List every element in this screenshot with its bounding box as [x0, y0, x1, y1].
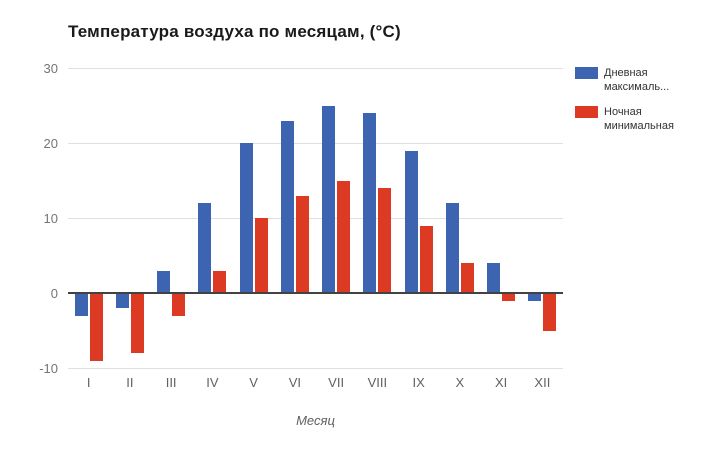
- bar-day-II: [115, 293, 129, 308]
- legend-label-day-max: Дневная максималь...: [604, 66, 669, 94]
- bar-night-V: [254, 218, 268, 293]
- x-tick-label-V: V: [249, 375, 258, 390]
- legend-label-line: Дневная: [604, 67, 648, 79]
- x-tick-label-I: I: [86, 375, 91, 390]
- bar-day-XI: [487, 263, 501, 293]
- bar-day-VIII: [363, 113, 377, 293]
- bar-night-VI: [295, 195, 309, 293]
- gridline-y-10: [68, 368, 563, 369]
- bar-night-XII: [543, 293, 557, 331]
- y-tick-label: 0: [50, 286, 58, 301]
- chart-title: Температура воздуха по месяцам, (°C): [68, 22, 401, 41]
- x-tick-label-IX: IX: [412, 375, 425, 390]
- bar-night-IV: [213, 270, 227, 293]
- legend-label-night-min: Ночная минимальная: [604, 105, 674, 133]
- bar-night-II: [130, 293, 144, 353]
- bar-day-III: [157, 270, 171, 293]
- bar-night-VII: [337, 180, 351, 293]
- bar-night-III: [172, 293, 186, 316]
- y-tick-label: 30: [43, 61, 58, 76]
- gridline-y30: [68, 68, 563, 69]
- bar-night-VIII: [378, 188, 392, 293]
- legend-label-line: Ночная: [604, 106, 642, 118]
- x-axis-zero-line: [68, 292, 563, 294]
- bar-day-XII: [528, 293, 542, 301]
- legend-swatch-day-max: [575, 67, 598, 79]
- x-tick-label-VII: VII: [328, 375, 345, 390]
- x-tick-label-II: II: [126, 375, 134, 390]
- bar-night-X: [460, 263, 474, 293]
- legend-item-night-min: Ночная минимальная: [575, 105, 674, 133]
- x-tick-label-X: X: [455, 375, 465, 390]
- bar-night-IX: [419, 225, 433, 293]
- x-tick-label-VI: VI: [288, 375, 302, 390]
- bar-day-I: [74, 293, 88, 316]
- bar-day-VI: [280, 120, 294, 293]
- plot-area: [68, 68, 563, 369]
- legend-swatch-night-min: [575, 106, 598, 118]
- bar-day-V: [239, 143, 253, 293]
- x-tick-label-VIII: VIII: [367, 375, 388, 390]
- gridline-y20: [68, 143, 563, 144]
- x-tick-label-IV: IV: [206, 375, 219, 390]
- bar-day-X: [445, 203, 459, 293]
- bar-day-IX: [404, 150, 418, 293]
- y-tick-label: -10: [39, 361, 58, 376]
- y-tick-label: 10: [43, 211, 58, 226]
- legend-label-line: минимальная: [604, 120, 674, 132]
- bar-night-XI: [502, 293, 516, 301]
- gridline-y10: [68, 218, 563, 219]
- x-axis-title: Месяц: [296, 413, 335, 428]
- bar-day-VII: [322, 105, 336, 293]
- legend-label-line: максималь...: [604, 81, 670, 93]
- legend-item-day-max: Дневная максималь...: [575, 66, 669, 94]
- x-tick-label-XI: XI: [494, 375, 508, 390]
- x-tick-label-XII: XII: [534, 375, 551, 390]
- bar-night-I: [89, 293, 103, 361]
- x-tick-label-III: III: [165, 375, 177, 390]
- bar-day-IV: [198, 203, 212, 293]
- y-tick-label: 20: [43, 136, 58, 151]
